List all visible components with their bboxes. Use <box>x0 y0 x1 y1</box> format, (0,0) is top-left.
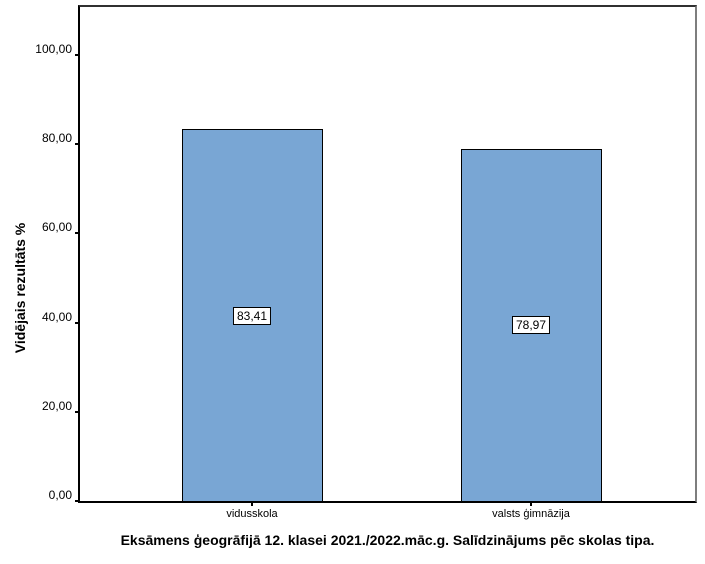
y-axis-tick-label: 60,00 <box>41 220 72 235</box>
x-axis-tick-mark <box>530 501 532 506</box>
y-axis-tick-mark <box>75 321 80 324</box>
y-axis-tick-mark <box>75 232 80 235</box>
x-category-label: valsts ģimnāzija <box>492 508 570 520</box>
y-axis-tick-mark <box>75 410 80 413</box>
y-axis-tick-label: 20,00 <box>41 398 72 413</box>
y-axis-tick-mark <box>75 143 80 146</box>
plot-area: 0,00 20,00 40,00 60,00 80,00 100,00 83,41 vidus… <box>35 5 697 520</box>
y-axis-title: Vidējais rezultāts % <box>12 222 28 354</box>
y-axis-tick-label: 100,00 <box>35 42 72 56</box>
y-axis-tick-label: 40,00 <box>41 309 72 324</box>
y-axis-tick-label: 80,00 <box>41 131 72 146</box>
x-category-label: vidusskola <box>226 508 278 520</box>
y-axis-tick-label: 0,00 <box>48 488 72 502</box>
y-axis-tick-mark <box>75 54 80 56</box>
bar-valsts-ģimnāzija: 78,97 <box>460 148 602 501</box>
bar-value-label: 83,41 <box>232 306 272 325</box>
chart-title: Eksāmens ģeogrāfijā 12. klasei 2021./202… <box>120 532 655 548</box>
bar-value-label: 78,97 <box>511 316 551 335</box>
bar-vidusskola: 83,41 <box>181 129 323 501</box>
x-axis-tick-mark <box>251 501 253 506</box>
y-axis-tick-mark <box>75 500 80 502</box>
